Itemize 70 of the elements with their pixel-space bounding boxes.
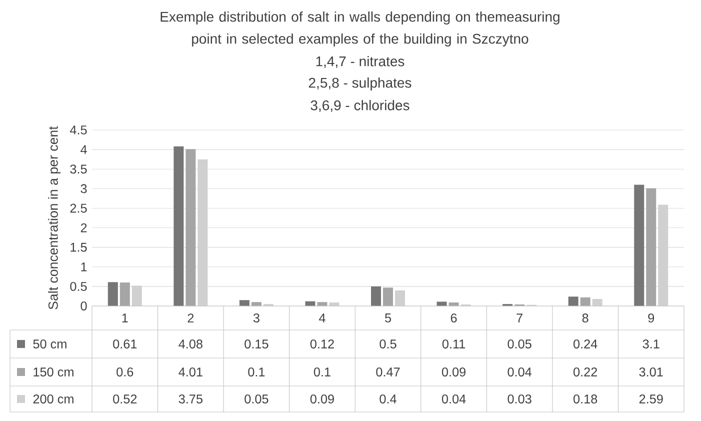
- y-tick-label: 0.5: [70, 282, 87, 291]
- y-tick-label: 2.5: [70, 204, 87, 213]
- data-label: 0.24: [574, 340, 598, 348]
- text: 1,4,7 - nitrates: [316, 56, 404, 68]
- x-tick-label: 6: [450, 314, 457, 322]
- x-tick-label: 8: [582, 314, 588, 322]
- data-label: 0.1: [248, 368, 265, 376]
- data-label: 0.03: [508, 394, 532, 404]
- data-label: 0.47: [376, 368, 400, 376]
- x-tick-label: 2: [188, 314, 194, 322]
- data-label: 3.01: [639, 368, 663, 376]
- bar: [592, 298, 602, 306]
- data-label: 0.05: [508, 340, 532, 348]
- legend-label: 150 cm: [34, 368, 74, 376]
- bar: [580, 297, 590, 306]
- data-label: 0.05: [244, 394, 268, 404]
- x-tick-label: 5: [384, 314, 392, 322]
- data-label: 2.59: [639, 394, 663, 404]
- y-tick-label: 0: [80, 302, 87, 310]
- data-label: 0.09: [310, 394, 334, 404]
- bar: [108, 282, 118, 306]
- bar: [383, 288, 393, 306]
- y-tick-label: 1: [81, 262, 87, 272]
- data-label: 0.12: [310, 340, 334, 348]
- x-tick-label: 3: [253, 314, 260, 322]
- bar: [174, 146, 184, 306]
- bar: [239, 300, 250, 306]
- x-tick-label: 9: [648, 314, 654, 322]
- data-label: 0.22: [574, 368, 598, 376]
- data-label: 0.04: [508, 368, 532, 376]
- data-label: 0.15: [244, 340, 268, 348]
- bar: [317, 302, 328, 306]
- y-tick-label: 1.5: [70, 242, 87, 252]
- data-label: 0.1: [314, 368, 330, 376]
- y-axis-title: Salt concentration in a per cent: [48, 126, 61, 310]
- data-label: 0.52: [113, 394, 137, 404]
- legend-label: 200 cm: [33, 394, 74, 404]
- data-label: 0.6: [116, 368, 134, 376]
- data-label: 4.08: [178, 340, 202, 348]
- text: 2,5,8 - sulphates: [308, 77, 412, 91]
- bar: [251, 302, 262, 306]
- x-tick-label: 1: [122, 314, 128, 322]
- bar: [371, 286, 381, 306]
- data-label: 0.04: [442, 394, 466, 404]
- data-label: 0.5: [380, 340, 396, 348]
- bar: [436, 302, 447, 306]
- y-tick-label: 2: [80, 223, 87, 232]
- y-tick-label: 3: [80, 184, 87, 194]
- data-label: 4.01: [178, 368, 202, 376]
- chart-title: Exemple distribution of salt in walls depending on themeasuring point in selected examples of the building in Szczytno: [160, 11, 560, 47]
- data-label: 0.09: [442, 368, 466, 376]
- y-tick-label: 4.5: [70, 126, 87, 134]
- data-label: 3.1: [642, 340, 660, 348]
- x-tick-label: 4: [318, 314, 326, 322]
- bar: [634, 184, 644, 306]
- bar: [394, 290, 405, 306]
- y-tick-label: 4: [80, 145, 87, 154]
- text: 3,6,9 - chlorides: [310, 100, 410, 112]
- data-label: 3.75: [178, 394, 202, 404]
- data-label: 0.4: [380, 394, 396, 404]
- data-label: 0.11: [442, 340, 466, 348]
- data-label: 0.61: [113, 340, 137, 348]
- x-tick-label: 7: [516, 314, 522, 322]
- bar: [568, 296, 578, 306]
- bar: [186, 149, 196, 306]
- y-tick-label: 3.5: [70, 164, 87, 174]
- bar: [120, 282, 130, 306]
- bar: [646, 188, 656, 306]
- data-label: 0.18: [574, 394, 598, 404]
- legend-label: 50 cm: [33, 340, 66, 348]
